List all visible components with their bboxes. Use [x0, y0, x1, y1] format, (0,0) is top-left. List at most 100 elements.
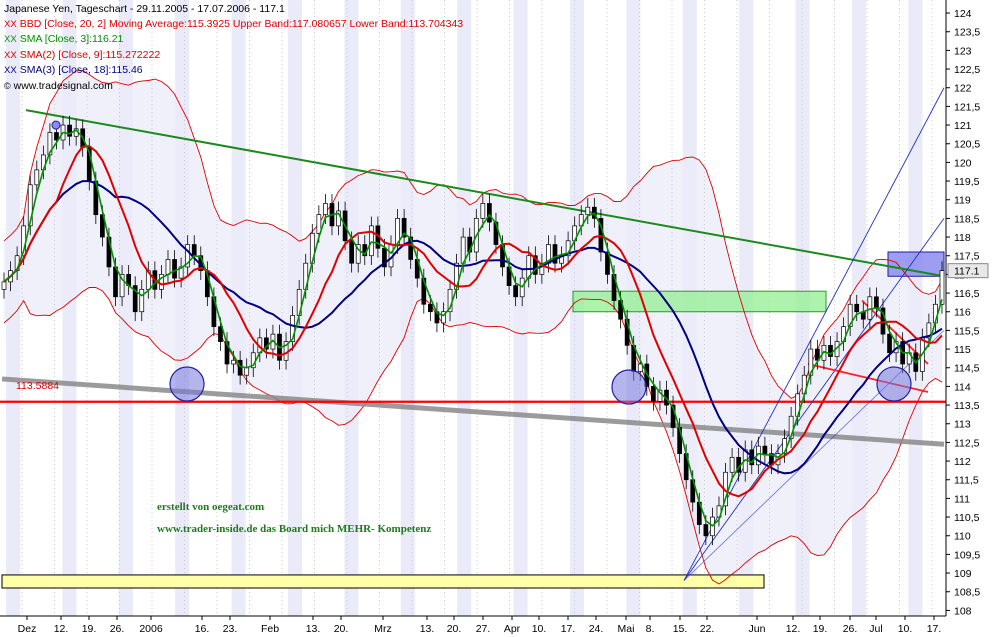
support-trendline: [1, 376, 945, 447]
sma18-line: [3, 180, 943, 475]
y-tick-label: 110,5: [954, 512, 980, 524]
channel-lower-line: [683, 218, 945, 581]
x-tick-label: 16.: [195, 623, 210, 635]
candle-up: [27, 184, 33, 227]
x-axis-ticks: Dez 12. 19. 26. 2006 16. 23. Feb 13. 20. Mrz 13. 20.…: [18, 616, 942, 635]
x-tick-label: Jul: [869, 623, 882, 635]
x-tick-label: Apr: [504, 623, 521, 635]
legend-item-sma18: XX SMA(3) [Close, 18]:115.46: [4, 64, 143, 77]
x-tick-label: 27.: [476, 623, 491, 635]
legend-marker-icon: XX: [4, 65, 17, 77]
y-tick-label: 108,5: [954, 587, 980, 599]
y-tick-label: 109: [954, 568, 972, 580]
x-tick-label: Mai: [618, 623, 635, 635]
y-tick-label: 120,5: [954, 139, 980, 151]
support-circle: [611, 369, 647, 405]
candle-up: [323, 203, 328, 216]
support-circles: [51, 120, 912, 405]
candle-down: [651, 386, 656, 402]
y-tick-label: 112,5: [954, 437, 980, 449]
candle-down: [237, 359, 243, 376]
x-tick-label: 23.: [223, 623, 238, 635]
annotation-credit: erstellt von oegeat.com: [157, 501, 264, 513]
candle-down: [67, 124, 72, 137]
candle-up: [119, 274, 125, 298]
legend-marker-icon: XX: [4, 18, 17, 30]
x-tick-label: 12.: [786, 623, 801, 635]
x-tick-label: 17.: [927, 623, 942, 635]
candle-down: [487, 203, 492, 223]
x-tick-label: 22.: [700, 623, 715, 635]
legend-item-bbd: XX BBD [Close, 20, 2] Moving Average:115.…: [4, 17, 464, 30]
candle-down: [132, 285, 138, 313]
legend-marker-icon: XX: [4, 49, 17, 61]
candle-up: [657, 389, 663, 402]
x-tick-label: Feb: [261, 623, 279, 635]
candle-up: [867, 296, 873, 320]
candle-up: [185, 244, 191, 268]
target-zone: [1, 574, 765, 589]
x-tick-label: 10.: [898, 623, 913, 635]
legend-title: Japanese Yen, Tageschart - 29.11.2005 - …: [4, 3, 285, 15]
last-price-tag: [947, 263, 989, 279]
candle-down: [264, 337, 269, 350]
candle-up: [231, 359, 236, 365]
sma9-line: [3, 145, 943, 498]
legend-item-sma3: XX SMA [Close, 3]:116.21: [4, 33, 124, 46]
y-axis-area: [947, 0, 1001, 616]
upper-band-line: [3, 70, 943, 399]
candle-up: [244, 367, 250, 376]
x-tick-label: 26.: [110, 623, 125, 635]
candle-down: [854, 303, 860, 313]
copyright-icon: ©: [4, 80, 11, 91]
candle-down: [428, 303, 433, 313]
candle-up: [355, 244, 361, 264]
x-tick-label: 19.: [813, 623, 828, 635]
candle-up: [847, 303, 853, 328]
candle-down: [532, 255, 538, 275]
candle-up: [47, 132, 53, 156]
current-zone: [887, 251, 945, 277]
axes: [0, 0, 1001, 617]
candle-up: [585, 206, 591, 216]
candle-up: [34, 169, 40, 186]
candle-down: [513, 285, 518, 298]
candle-down: [408, 236, 414, 260]
x-tick-label: 10.: [532, 623, 547, 635]
candle-down: [874, 296, 879, 309]
candle-up: [368, 225, 374, 257]
y-tick-label: 116,5: [954, 288, 980, 300]
candle-down: [703, 524, 709, 537]
candle-up: [316, 214, 322, 234]
candle-down: [382, 247, 387, 268]
marker-dot: [51, 120, 61, 130]
x-tick-label: 8.: [646, 623, 655, 635]
legend-source: © www.tradesignal.com: [4, 79, 113, 92]
x-tick-label: 12.: [54, 623, 69, 635]
x-tick-label: 24.: [589, 623, 604, 635]
candle-up: [290, 315, 295, 342]
y-tick-label: 118,5: [954, 213, 980, 225]
y-tick-label: 114,5: [954, 363, 980, 375]
candle-down: [605, 251, 610, 275]
y-axis-ticks: 108 108,5 109 109,5 110 110,5 111 111,5 112 112,5…: [946, 8, 989, 617]
y-tick-label: 121: [954, 120, 972, 132]
x-tick-label: 13.: [306, 623, 321, 635]
y-tick-label: 110: [954, 531, 971, 543]
candle-up: [939, 270, 945, 305]
level-label: 113.5884: [16, 380, 59, 392]
candle-down: [172, 259, 177, 279]
lower-band-line: [3, 287, 943, 585]
candle-down: [191, 244, 197, 257]
candle-up: [637, 363, 643, 372]
legend-marker-icon: XX: [4, 34, 17, 46]
trend-lines: [0, 87, 946, 581]
support-circle: [876, 366, 912, 402]
y-tick-label: 122: [954, 83, 972, 95]
candle-up: [729, 456, 735, 473]
candle-up: [159, 274, 164, 290]
y-tick-label: 118: [954, 232, 971, 244]
y-tick-label: 115,5: [954, 325, 980, 337]
support-circle: [169, 366, 205, 402]
candle-up: [480, 203, 486, 219]
